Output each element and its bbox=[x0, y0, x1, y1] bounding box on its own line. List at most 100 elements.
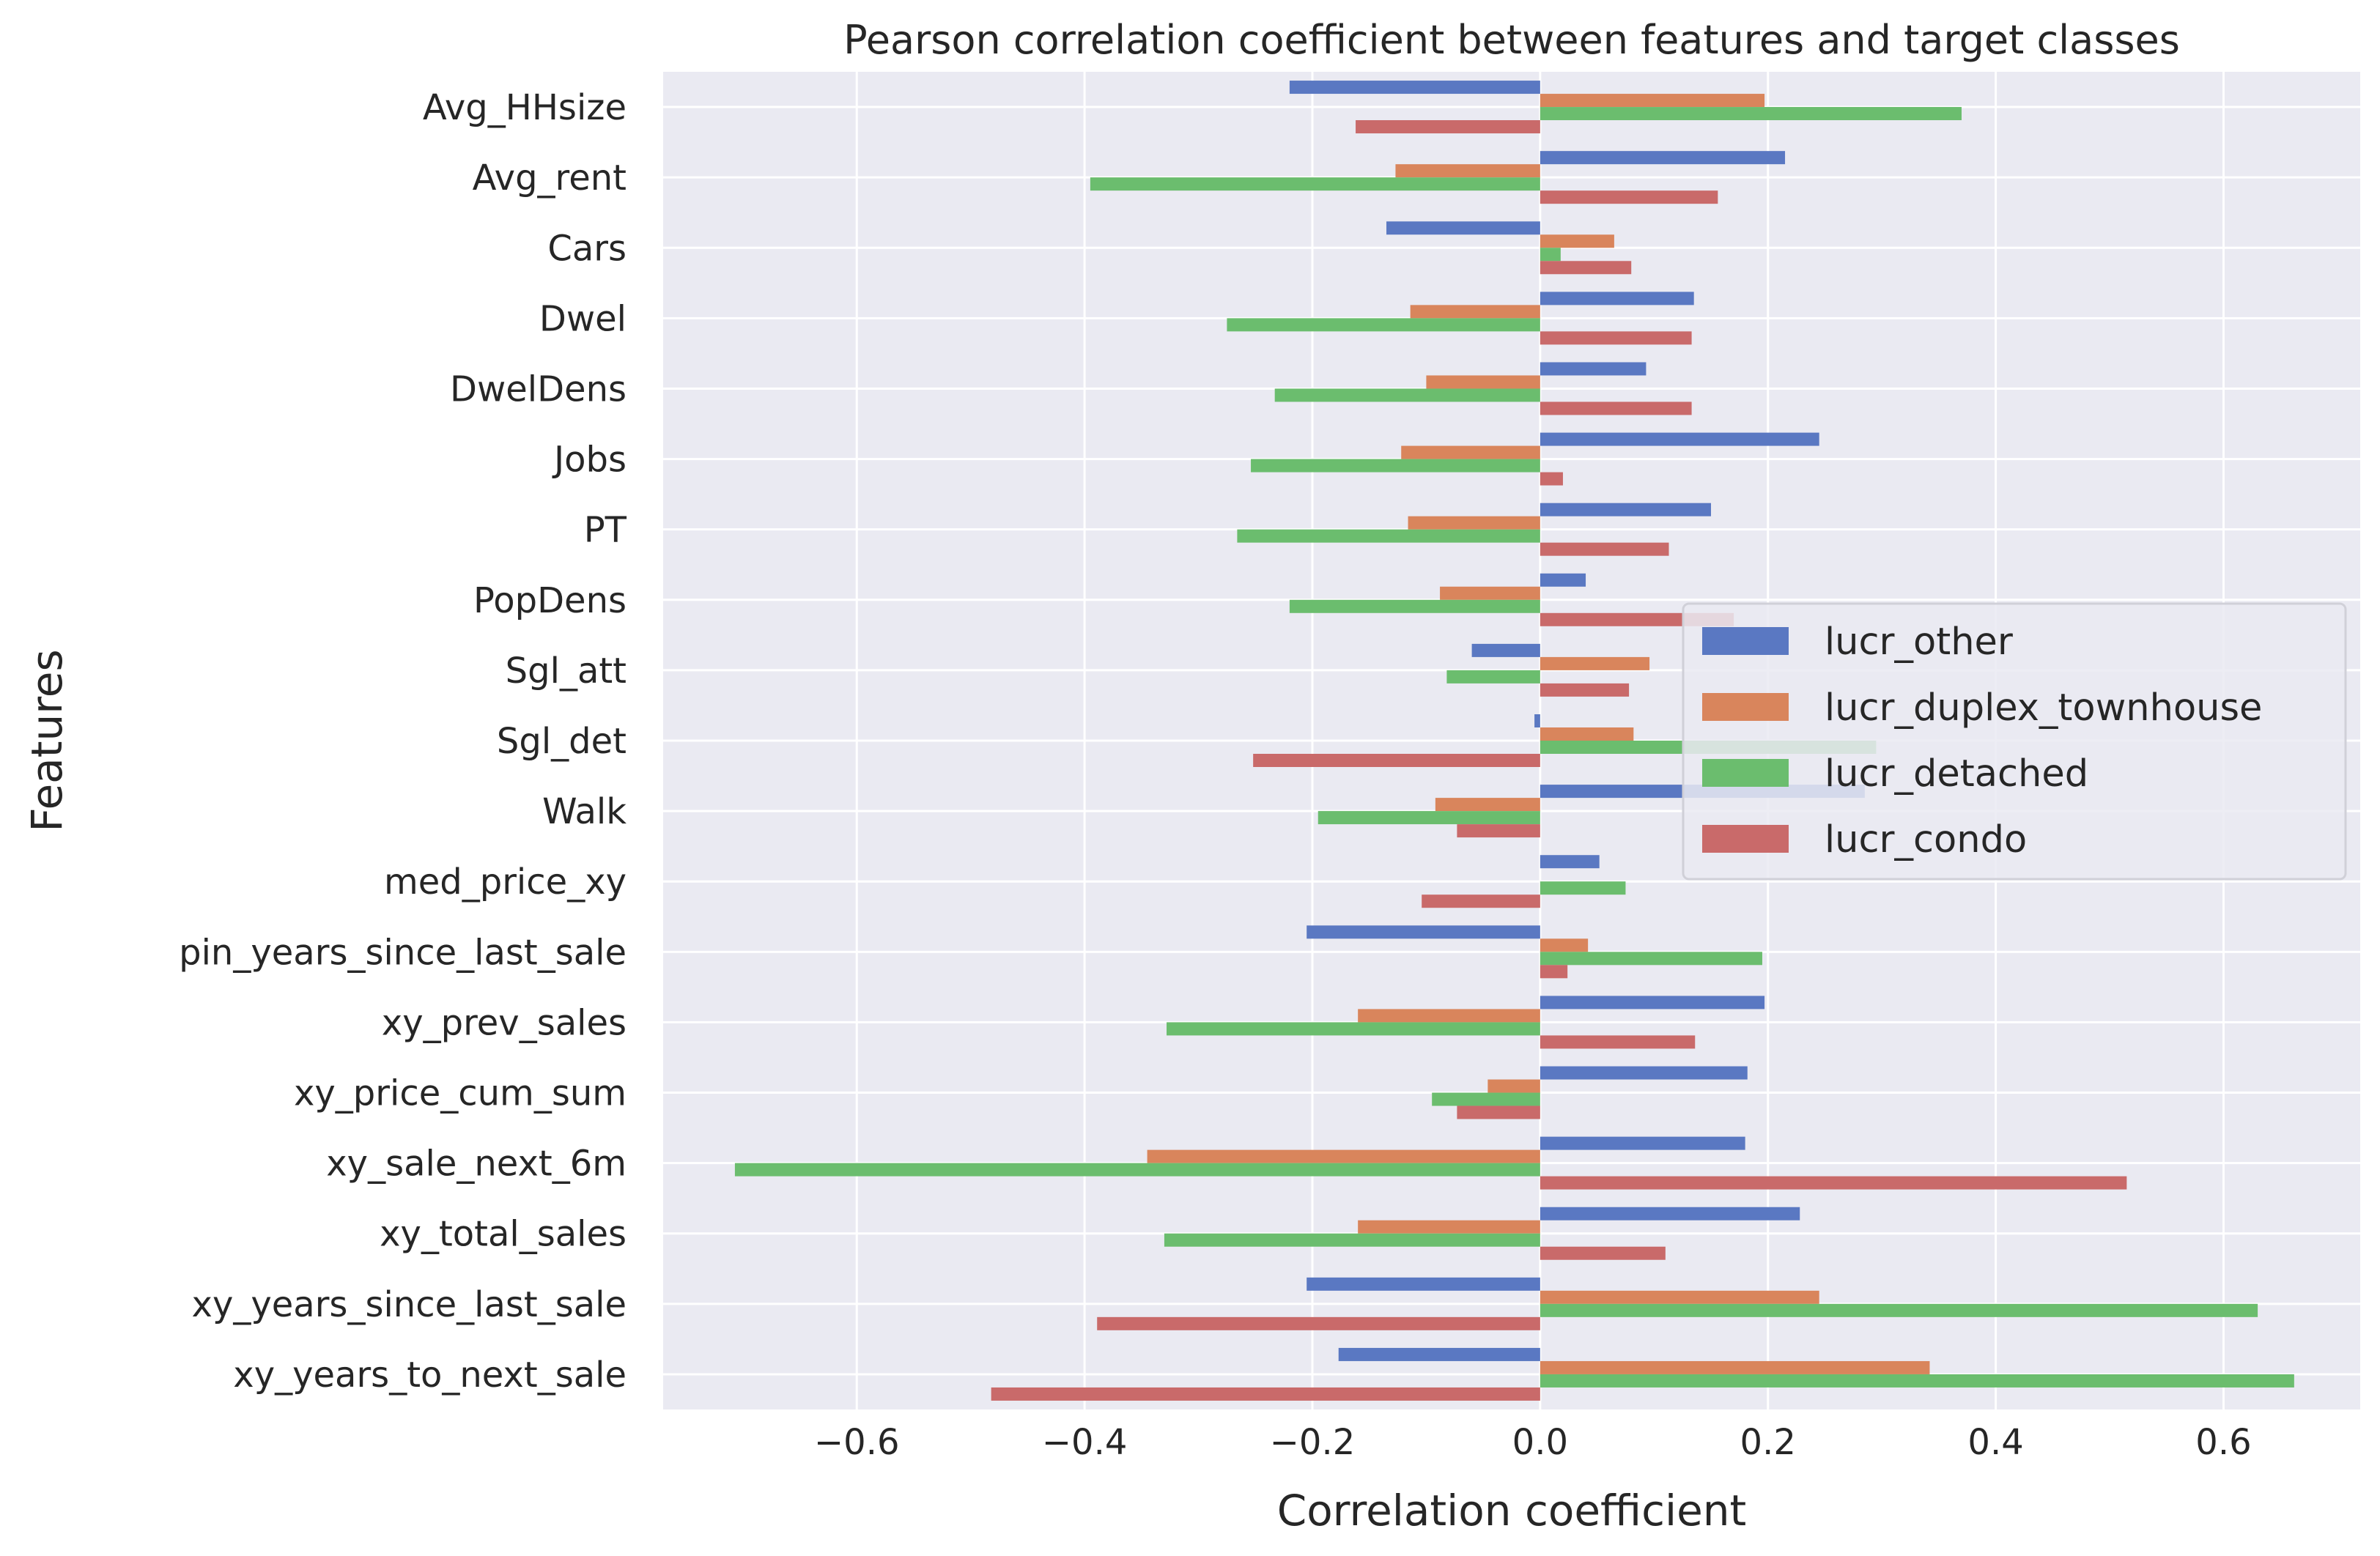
legend-swatch-lucr_duplex_townhouse bbox=[1702, 693, 1789, 721]
x-tick-labels: −0.6 −0.4 −0.2 0.0 0.2 0.4 0.6 bbox=[814, 1422, 2252, 1463]
bar-lucr_condo bbox=[1422, 894, 1540, 908]
bar-lucr_duplex_townhouse bbox=[1358, 1009, 1540, 1023]
bar-lucr_detached bbox=[1540, 1303, 2258, 1317]
bar-lucr_detached bbox=[1164, 1233, 1540, 1247]
y-tick-label: pin_years_since_last_sale bbox=[179, 932, 627, 973]
bar-lucr_duplex_townhouse bbox=[1540, 1290, 1819, 1304]
x-tick-label: −0.6 bbox=[814, 1422, 900, 1463]
bar-lucr_condo bbox=[1457, 1105, 1540, 1119]
y-tick-label: Sgl_det bbox=[497, 721, 627, 762]
bar-lucr_detached bbox=[1540, 107, 1962, 121]
bar-lucr_condo bbox=[1356, 120, 1540, 134]
bar-lucr_condo bbox=[1540, 1035, 1696, 1049]
y-tick-label: med_price_xy bbox=[384, 862, 627, 903]
bar-lucr_other bbox=[1540, 996, 1765, 1009]
bar-lucr_condo bbox=[1540, 261, 1632, 275]
bar-lucr_condo bbox=[1540, 1176, 2127, 1190]
bar-lucr_detached bbox=[1227, 318, 1540, 332]
bar-lucr_condo bbox=[1540, 331, 1692, 345]
bar-lucr_other bbox=[1471, 643, 1540, 657]
bar-lucr_duplex_townhouse bbox=[1147, 1149, 1540, 1163]
y-tick-label: DwelDens bbox=[450, 368, 627, 410]
bar-lucr_detached bbox=[1289, 599, 1540, 613]
bar-lucr_detached bbox=[1251, 459, 1540, 473]
bar-lucr_other bbox=[1386, 221, 1540, 235]
bars bbox=[734, 81, 2294, 1401]
bar-lucr_condo bbox=[1540, 542, 1669, 556]
x-tick-label: −0.2 bbox=[1270, 1422, 1356, 1463]
bar-lucr_detached bbox=[1540, 952, 1762, 966]
bar-lucr_duplex_townhouse bbox=[1358, 1220, 1540, 1234]
bar-lucr_duplex_townhouse bbox=[1540, 234, 1614, 248]
bar-lucr_detached bbox=[1167, 1022, 1540, 1036]
legend: lucr_other lucr_duplex_townhouse lucr_deta… bbox=[1682, 602, 2347, 881]
bar-lucr_detached bbox=[1540, 1374, 2294, 1388]
bar-lucr_detached bbox=[1090, 177, 1540, 191]
bar-lucr_duplex_townhouse bbox=[1540, 727, 1634, 741]
bar-lucr_condo bbox=[991, 1387, 1540, 1401]
bar-lucr_detached bbox=[1318, 811, 1540, 825]
bar-lucr_other bbox=[1307, 1277, 1540, 1291]
y-tick-label: PopDens bbox=[473, 580, 627, 621]
bar-lucr_condo bbox=[1540, 965, 1568, 979]
y-tick-label: Jobs bbox=[552, 440, 627, 481]
bar-lucr_duplex_townhouse bbox=[1435, 798, 1540, 812]
bar-lucr_condo bbox=[1540, 401, 1692, 415]
bar-lucr_duplex_townhouse bbox=[1540, 656, 1650, 670]
bar-lucr_duplex_townhouse bbox=[1540, 938, 1589, 952]
bar-lucr_other bbox=[1540, 1207, 1800, 1220]
y-tick-label: Walk bbox=[542, 791, 627, 832]
bar-lucr_condo bbox=[1540, 472, 1563, 486]
bar-lucr_condo bbox=[1540, 1246, 1666, 1260]
y-tick-label: xy_sale_next_6m bbox=[326, 1144, 627, 1185]
bar-lucr_detached bbox=[1540, 248, 1561, 262]
bar-lucr_detached bbox=[1237, 529, 1540, 543]
x-tick-label: 0.6 bbox=[2195, 1422, 2251, 1463]
bar-lucr_duplex_townhouse bbox=[1408, 516, 1540, 530]
bar-lucr_duplex_townhouse bbox=[1410, 305, 1540, 319]
bar-lucr_other bbox=[1540, 503, 1712, 516]
bar-lucr_detached bbox=[1540, 881, 1626, 895]
bar-lucr_duplex_townhouse bbox=[1488, 1079, 1540, 1093]
y-tick-label: xy_price_cum_sum bbox=[294, 1073, 627, 1114]
bar-lucr_condo bbox=[1540, 190, 1718, 204]
x-tick-label: 0.2 bbox=[1740, 1422, 1796, 1463]
y-tick-label: xy_years_since_last_sale bbox=[192, 1284, 627, 1325]
x-axis-label: Correlation coefficient bbox=[1277, 1486, 1747, 1535]
bar-lucr_duplex_townhouse bbox=[1401, 445, 1540, 459]
bar-lucr_other bbox=[1540, 1066, 1748, 1080]
bar-lucr_duplex_townhouse bbox=[1440, 586, 1540, 600]
bar-lucr_condo bbox=[1097, 1316, 1540, 1330]
legend-label-lucr_other: lucr_other bbox=[1825, 620, 2013, 664]
legend-label-lucr_detached: lucr_detached bbox=[1825, 752, 2088, 796]
x-tick-label: 0.0 bbox=[1512, 1422, 1568, 1463]
y-tick-label: xy_years_to_next_sale bbox=[233, 1355, 627, 1396]
y-tick-label: Dwel bbox=[539, 298, 627, 339]
bar-lucr_other bbox=[1289, 81, 1540, 95]
x-tick-label: 0.4 bbox=[1967, 1422, 2023, 1463]
y-axis-label: Features bbox=[22, 649, 72, 831]
bar-lucr_other bbox=[1534, 714, 1540, 727]
bar-lucr_condo bbox=[1457, 824, 1540, 838]
bar-lucr_other bbox=[1540, 151, 1786, 165]
bar-lucr_detached bbox=[734, 1163, 1540, 1177]
bar-lucr_detached bbox=[1446, 670, 1540, 683]
legend-swatch-lucr_detached bbox=[1702, 759, 1789, 787]
bar-lucr_other bbox=[1338, 1347, 1540, 1361]
y-tick-label: Sgl_att bbox=[506, 651, 627, 692]
chart-title: Pearson correlation coefficient between … bbox=[843, 17, 2180, 63]
bar-lucr_duplex_townhouse bbox=[1540, 1360, 1930, 1374]
bar-lucr_other bbox=[1540, 362, 1647, 376]
bar-lucr_detached bbox=[1274, 388, 1540, 402]
bar-lucr_duplex_townhouse bbox=[1395, 164, 1540, 178]
x-tick-label: −0.4 bbox=[1042, 1422, 1128, 1463]
legend-label-lucr_duplex_townhouse: lucr_duplex_townhouse bbox=[1825, 686, 2262, 730]
y-tick-label: Cars bbox=[547, 228, 627, 269]
bar-lucr_condo bbox=[1540, 683, 1630, 697]
bar-lucr_detached bbox=[1432, 1092, 1540, 1106]
y-tick-labels: Avg_HHsize Avg_rent Cars Dwel DwelDens Jobs PT… bbox=[179, 87, 627, 1396]
bar-lucr_other bbox=[1540, 573, 1586, 587]
bar-lucr_duplex_townhouse bbox=[1426, 375, 1540, 389]
bar-lucr_other bbox=[1307, 925, 1540, 939]
